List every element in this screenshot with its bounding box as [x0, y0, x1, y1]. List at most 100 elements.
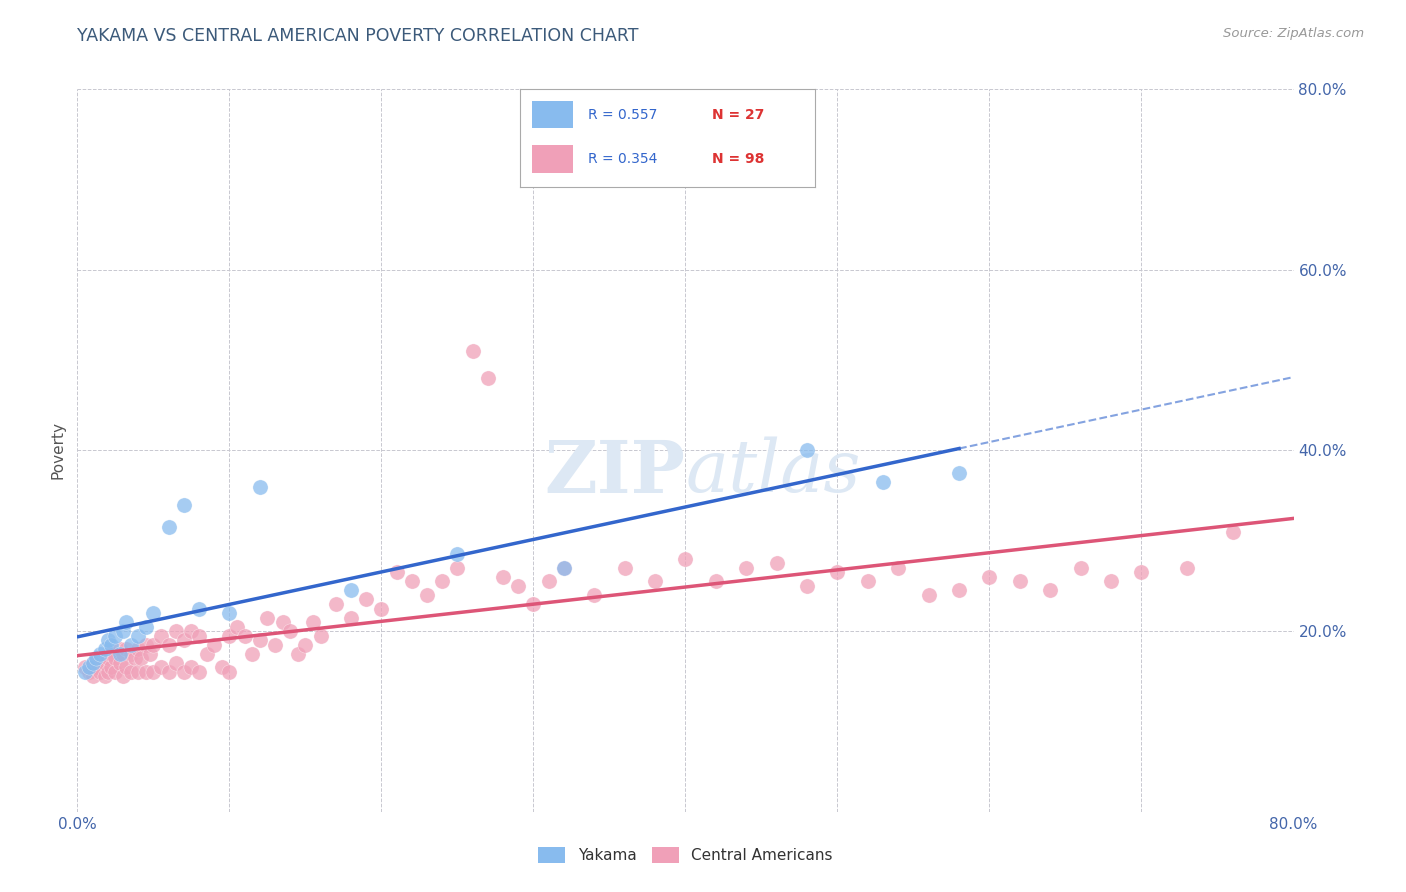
Central Americans	[104, 665, 127, 679]
Central Americans	[271, 615, 294, 629]
Central Americans	[111, 669, 134, 683]
Bar	[531, 101, 574, 128]
Central Americans	[93, 656, 115, 670]
Central Americans	[97, 651, 120, 665]
Yakama	[84, 651, 107, 665]
Central Americans	[79, 665, 101, 679]
Text: Source: ZipAtlas.com: Source: ZipAtlas.com	[1223, 27, 1364, 40]
Central Americans	[139, 647, 162, 661]
Yakama	[97, 633, 120, 648]
Yakama	[188, 601, 211, 615]
Central Americans	[1099, 574, 1122, 589]
Central Americans	[188, 629, 211, 643]
Text: R = 0.557: R = 0.557	[588, 108, 658, 121]
Yakama	[79, 660, 101, 674]
Yakama	[104, 629, 127, 643]
Central Americans	[226, 619, 249, 633]
Central Americans	[157, 638, 180, 652]
Central Americans	[416, 588, 439, 602]
Central Americans	[340, 610, 363, 624]
Yakama	[872, 475, 894, 489]
Central Americans	[127, 642, 149, 657]
Text: atlas: atlas	[686, 437, 860, 508]
Central Americans	[1070, 561, 1092, 575]
Yakama	[73, 665, 96, 679]
Yakama	[157, 520, 180, 534]
Central Americans	[446, 561, 468, 575]
Central Americans	[124, 651, 146, 665]
Legend: Yakama, Central Americans: Yakama, Central Americans	[531, 841, 839, 869]
Central Americans	[180, 624, 202, 639]
Central Americans	[127, 665, 149, 679]
Central Americans	[135, 665, 157, 679]
Central Americans	[249, 633, 271, 648]
Central Americans	[218, 665, 240, 679]
Central Americans	[218, 629, 240, 643]
Central Americans	[195, 647, 218, 661]
Yakama	[100, 638, 122, 652]
Text: R = 0.354: R = 0.354	[588, 152, 658, 166]
Text: YAKAMA VS CENTRAL AMERICAN POVERTY CORRELATION CHART: YAKAMA VS CENTRAL AMERICAN POVERTY CORRE…	[77, 27, 638, 45]
Yakama	[340, 583, 363, 598]
Central Americans	[508, 579, 530, 593]
Central Americans	[180, 660, 202, 674]
Central Americans	[401, 574, 423, 589]
Yakama	[115, 615, 138, 629]
Central Americans	[1008, 574, 1031, 589]
Central Americans	[704, 574, 727, 589]
Central Americans	[1175, 561, 1198, 575]
Central Americans	[644, 574, 666, 589]
Central Americans	[82, 656, 104, 670]
Central Americans	[1222, 524, 1244, 539]
Central Americans	[477, 371, 499, 385]
Text: N = 98: N = 98	[711, 152, 765, 166]
Central Americans	[104, 651, 127, 665]
Central Americans	[82, 669, 104, 683]
Central Americans	[264, 638, 287, 652]
Central Americans	[173, 665, 195, 679]
Central Americans	[97, 665, 120, 679]
Central Americans	[84, 660, 107, 674]
Central Americans	[492, 570, 515, 584]
Central Americans	[142, 665, 165, 679]
Central Americans	[135, 638, 157, 652]
Yakama	[249, 480, 271, 494]
Central Americans	[188, 665, 211, 679]
Yakama	[93, 642, 115, 657]
Central Americans	[302, 615, 325, 629]
Bar	[531, 145, 574, 173]
Central Americans	[287, 647, 309, 661]
Central Americans	[157, 665, 180, 679]
Central Americans	[325, 597, 347, 611]
Central Americans	[173, 633, 195, 648]
Central Americans	[115, 642, 138, 657]
Central Americans	[165, 656, 187, 670]
Central Americans	[111, 647, 134, 661]
Central Americans	[93, 669, 115, 683]
Yakama	[218, 606, 240, 620]
Central Americans	[856, 574, 879, 589]
Central Americans	[553, 561, 575, 575]
Central Americans	[461, 344, 484, 359]
Central Americans	[256, 610, 278, 624]
Central Americans	[294, 638, 316, 652]
Central Americans	[149, 660, 172, 674]
Yakama	[796, 443, 818, 458]
Text: N = 27: N = 27	[711, 108, 765, 121]
Central Americans	[142, 638, 165, 652]
Central Americans	[1130, 566, 1153, 580]
Central Americans	[240, 647, 263, 661]
Yakama	[82, 656, 104, 670]
Central Americans	[120, 647, 142, 661]
Yakama	[446, 547, 468, 561]
Central Americans	[613, 561, 636, 575]
Central Americans	[115, 660, 138, 674]
Central Americans	[979, 570, 1001, 584]
Central Americans	[278, 624, 301, 639]
Y-axis label: Poverty: Poverty	[51, 421, 66, 480]
Central Americans	[100, 660, 122, 674]
Central Americans	[675, 551, 697, 566]
Text: ZIP: ZIP	[544, 437, 686, 508]
Central Americans	[202, 638, 225, 652]
Central Americans	[583, 588, 606, 602]
